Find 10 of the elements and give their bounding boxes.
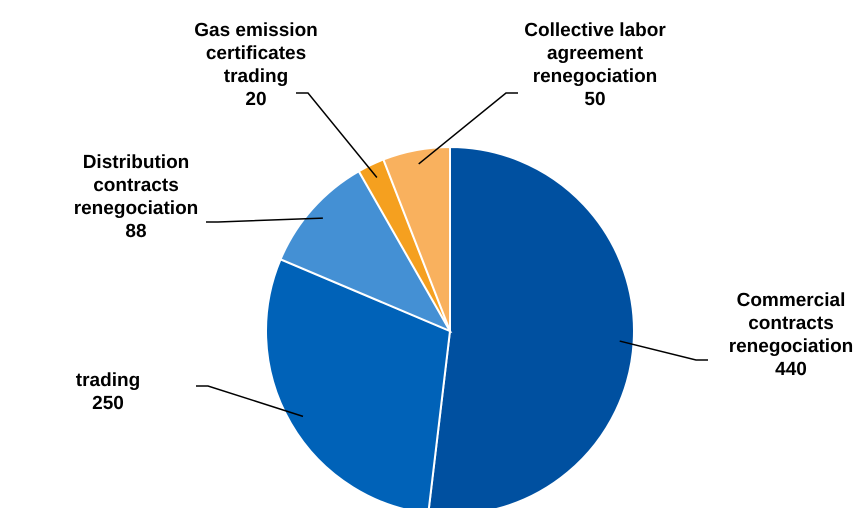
slice-label: Distribution contracts renegociation	[74, 152, 198, 219]
data-label: 50	[584, 89, 606, 110]
data-label: 20	[245, 89, 267, 110]
slice-label: Gas emission certificates trading	[194, 20, 318, 87]
slice-label: trading	[76, 370, 140, 391]
data-label: 88	[125, 221, 147, 242]
slice-label: Collective labor agreement renegociation	[524, 20, 666, 87]
data-label: 440	[775, 359, 807, 380]
data-label: 250	[92, 393, 124, 414]
slice-label: Commercial contracts renegociation	[728, 290, 854, 357]
